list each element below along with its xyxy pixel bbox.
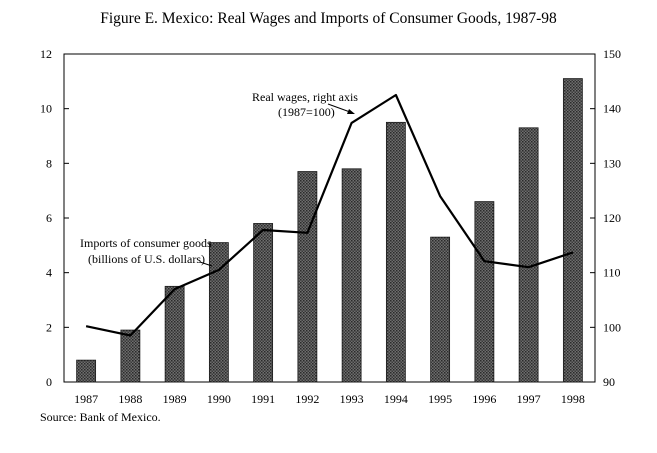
x-tick-label: 1993 (340, 392, 364, 406)
chart-title: Figure E. Mexico: Real Wages and Imports… (100, 10, 557, 27)
right-axis-tick-label: 100 (603, 320, 621, 334)
right-axis-tick-label: 110 (603, 266, 621, 280)
right-axis-tick-label: 90 (603, 375, 615, 389)
wages-annotation-arrowhead (347, 109, 355, 114)
x-tick-label: 1992 (295, 392, 319, 406)
right-axis-tick-label: 150 (603, 47, 621, 61)
bar-1993 (341, 168, 362, 383)
imports-annotation-line2: (billions of U.S. dollars) (88, 252, 205, 266)
x-tick-label: 1991 (251, 392, 275, 406)
bar-1992 (297, 171, 318, 383)
bar-1990 (208, 242, 229, 383)
wages-annotation-arrow (327, 103, 351, 113)
left-axis-tick-label: 2 (46, 320, 52, 334)
left-axis-tick-label: 10 (40, 102, 52, 116)
x-tick-label: 1998 (561, 392, 585, 406)
x-tick-label: 1990 (207, 392, 231, 406)
x-tick-label: 1996 (472, 392, 496, 406)
right-axis: 90 100 110 120 130 140 150 (590, 47, 621, 389)
left-axis-tick-label: 0 (46, 375, 52, 389)
x-tick-label: 1987 (74, 392, 98, 406)
bar-1994 (385, 121, 406, 383)
x-tick-label: 1988 (118, 392, 142, 406)
bar-1995 (430, 236, 451, 383)
bar-1997 (518, 127, 539, 383)
x-tick-label: 1995 (428, 392, 452, 406)
bar-1987 (76, 359, 97, 383)
right-axis-tick-label: 130 (603, 156, 621, 170)
bar-1996 (474, 201, 495, 383)
real-wages-line (85, 93, 574, 337)
x-tick-label: 1989 (163, 392, 187, 406)
left-axis-tick-label: 6 (46, 211, 52, 225)
left-axis-tick-label: 12 (40, 47, 52, 61)
right-axis-tick-label: 140 (603, 102, 621, 116)
imports-bars (76, 78, 583, 383)
imports-annotation-line1: Imports of consumer goods (80, 236, 212, 250)
wages-annotation-line1: Real wages, right axis (252, 90, 358, 104)
bar-1989 (164, 285, 185, 383)
bar-1988 (120, 329, 141, 383)
left-axis: 0 2 4 6 8 10 12 (40, 47, 69, 389)
x-axis-labels: 1987 1988 1989 1990 1991 1992 1993 1994 1995 1996… (74, 392, 585, 406)
wages-annotation-line2: (1987=100) (278, 105, 335, 119)
imports-annotation-arrow (199, 261, 213, 267)
bar-1991 (253, 223, 274, 383)
x-tick-label: 1994 (384, 392, 408, 406)
left-axis-tick-label: 8 (46, 156, 52, 170)
x-tick-label: 1997 (517, 392, 541, 406)
bar-1998 (562, 78, 583, 383)
source-note: Source: Bank of Mexico. (40, 410, 161, 424)
right-axis-tick-label: 120 (603, 211, 621, 225)
left-axis-tick-label: 4 (46, 266, 52, 280)
